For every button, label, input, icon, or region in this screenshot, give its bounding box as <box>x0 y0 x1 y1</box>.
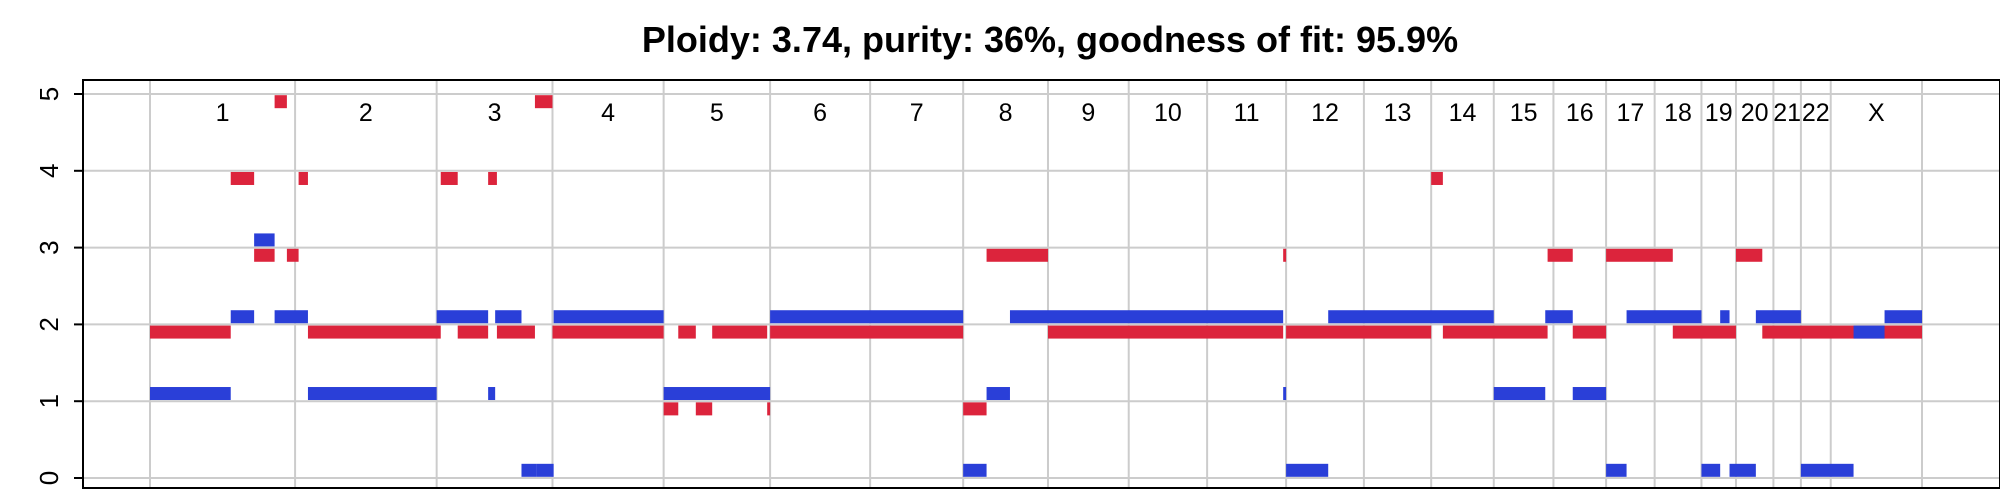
cn-segment <box>1755 310 1801 324</box>
cn-segment <box>307 387 437 401</box>
chromosome-label: 3 <box>488 99 502 127</box>
cn-segment <box>1009 310 1284 324</box>
cn-segment <box>695 402 713 416</box>
y-tick-label: 2 <box>34 317 64 331</box>
y-tick-label: 5 <box>34 87 64 101</box>
chromosome-label: 8 <box>999 99 1013 127</box>
chromosome-label: 6 <box>813 99 827 127</box>
cn-segment <box>553 310 664 324</box>
chromosome-label: 19 <box>1705 99 1733 127</box>
cn-segment <box>1283 248 1287 262</box>
cn-segment <box>1884 310 1922 324</box>
chromosome-label: 2 <box>359 99 373 127</box>
chromosome-label: 9 <box>1081 99 1095 127</box>
chromosome-label: 21 <box>1773 99 1801 127</box>
cn-segment <box>986 248 1048 262</box>
cn-segment <box>307 325 441 339</box>
y-axis: 0 1 2 3 4 5 <box>34 87 83 485</box>
chromosome-label: 14 <box>1449 99 1477 127</box>
cn-segment <box>1047 325 1284 339</box>
cn-segment <box>1442 325 1548 339</box>
cn-segment <box>1545 310 1573 324</box>
cn-segment <box>536 463 554 477</box>
segments <box>150 95 1922 477</box>
cn-segment <box>552 325 664 339</box>
chromosome-label: 5 <box>710 99 724 127</box>
chromosome-label: 17 <box>1616 99 1644 127</box>
cn-segment <box>150 325 231 339</box>
chromosome-label: 10 <box>1154 99 1182 127</box>
cn-segment <box>230 310 255 324</box>
cn-segment <box>150 387 231 401</box>
chromosome-labels: 1 2 3 4 5 6 7 8 9 10 11 12 13 14 15 16 17 18 19 20 21 22 X <box>216 99 1885 127</box>
cn-segment <box>1606 463 1627 477</box>
cn-segment <box>286 248 299 262</box>
cn-segment <box>1283 387 1287 401</box>
cn-segment <box>488 171 497 185</box>
cn-segment <box>663 402 679 416</box>
chromosome-label: 7 <box>910 99 924 127</box>
cn-segment <box>663 387 771 401</box>
cn-segment <box>963 402 987 416</box>
cn-segment <box>436 310 489 324</box>
chart-title: Ploidy: 3.74, purity: 36%, goodness of f… <box>642 19 1458 60</box>
cn-segment <box>495 310 522 324</box>
cn-segment <box>1762 325 1922 339</box>
cn-segment <box>1701 463 1721 477</box>
chromosome-label: 22 <box>1802 99 1830 127</box>
chromosome-label: 16 <box>1566 99 1594 127</box>
cn-segment <box>1735 248 1763 262</box>
y-tick-label: 4 <box>34 164 64 178</box>
cn-segment <box>1572 387 1607 401</box>
cn-segment <box>230 171 255 185</box>
cn-segment <box>1286 325 1432 339</box>
cn-segment <box>1493 387 1546 401</box>
cn-segment <box>254 233 275 247</box>
y-tick-label: 1 <box>34 394 64 408</box>
chromosome-label: 12 <box>1311 99 1339 127</box>
cn-segment <box>1572 325 1607 339</box>
chromosome-label: 13 <box>1384 99 1412 127</box>
cn-segment <box>1626 310 1702 324</box>
cn-segment <box>1328 310 1494 324</box>
cn-segment <box>1606 248 1673 262</box>
cn-segment <box>963 463 987 477</box>
chromosome-label: 11 <box>1234 99 1260 127</box>
cn-segment <box>254 248 275 262</box>
chromosome-label: 1 <box>216 99 230 127</box>
cn-segment <box>712 325 768 339</box>
cn-segment <box>1729 463 1756 477</box>
chromosome-label: 15 <box>1510 99 1538 127</box>
cn-segment <box>1800 463 1854 477</box>
cn-segment <box>770 325 964 339</box>
cn-segment <box>1672 325 1736 339</box>
cn-segment <box>457 325 489 339</box>
grid <box>83 80 2000 488</box>
chromosome-label: X <box>1868 99 1885 127</box>
chromosome-label: 18 <box>1664 99 1692 127</box>
cn-segment <box>1853 325 1885 339</box>
plot-frame <box>82 79 2000 489</box>
cn-segment <box>274 95 287 109</box>
cn-segment <box>496 325 535 339</box>
chromosome-label: 4 <box>601 99 615 127</box>
y-tick-label: 0 <box>34 471 64 485</box>
cn-segment <box>986 387 1010 401</box>
cn-segment <box>274 310 308 324</box>
cn-segment <box>440 171 458 185</box>
cn-segment <box>1547 248 1573 262</box>
chromosome-label: 20 <box>1741 99 1769 127</box>
cn-segment <box>521 463 537 477</box>
cn-segment <box>1720 310 1730 324</box>
cn-segment <box>1286 463 1329 477</box>
y-tick-label: 3 <box>34 240 64 254</box>
cn-segment <box>678 325 696 339</box>
cn-segment <box>488 387 496 401</box>
cn-segment <box>767 402 771 416</box>
cn-segment <box>534 95 553 109</box>
cn-segment <box>1431 171 1443 185</box>
cn-segment <box>298 171 308 185</box>
cn-segment <box>770 310 964 324</box>
